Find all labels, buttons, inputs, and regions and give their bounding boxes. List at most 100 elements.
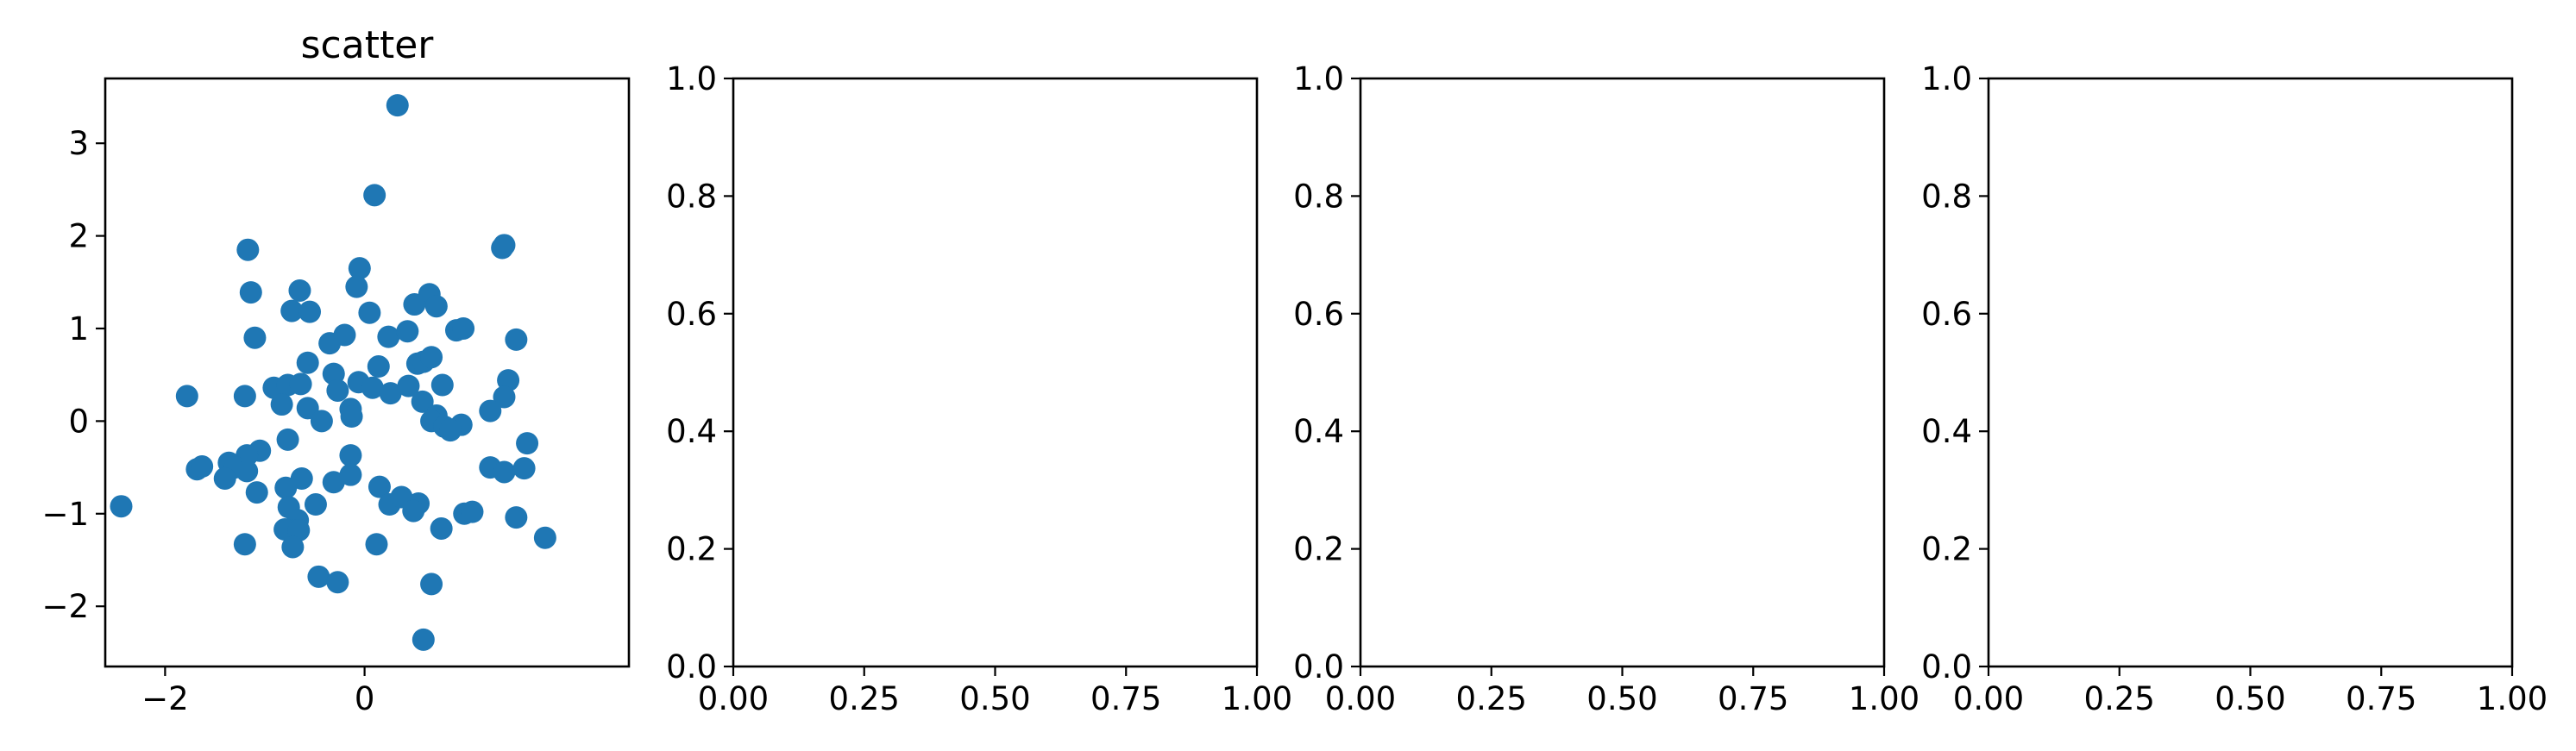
scatter-point <box>479 399 502 422</box>
y-tick-label: 0.2 <box>1293 531 1344 568</box>
x-tick-label: 0.25 <box>1456 680 1527 717</box>
scatter-point <box>288 278 311 302</box>
x-tick-label: 0.25 <box>829 680 900 717</box>
scatter-point <box>289 372 312 396</box>
scatter-point <box>430 373 454 397</box>
y-tick-label: 0 <box>68 403 89 440</box>
subplot-4: 0.00 0.25 0.50 0.75 1.00 0.0 0.2 0.4 0.6 0.8 1.0 <box>1921 60 2548 717</box>
scatter-point <box>397 374 420 397</box>
scatter-point <box>516 432 539 455</box>
y-tick-label: 0.8 <box>666 178 717 215</box>
scatter-point <box>461 500 484 523</box>
scatter-point <box>491 236 514 260</box>
scatter-point <box>377 325 400 348</box>
y-tick-label: 1.0 <box>1293 60 1344 97</box>
scatter-point <box>386 94 409 117</box>
scatter-point <box>493 460 516 484</box>
scatter-point <box>191 455 214 479</box>
scatter-point <box>358 301 381 324</box>
y-tick-label: 0.4 <box>1921 413 1972 450</box>
scatter-point <box>280 299 304 322</box>
x-tick-label: 1.00 <box>1849 680 1919 717</box>
y-tick-label: 0.0 <box>666 648 717 685</box>
x-tick-label: 0.50 <box>2215 680 2285 717</box>
x-tick-label: 0.75 <box>1090 680 1161 717</box>
axes-frame <box>104 77 631 668</box>
scatter-point <box>439 419 462 442</box>
y-tick-label: −2 <box>41 588 89 625</box>
y-tick-label: 3 <box>68 125 89 162</box>
scatter-point <box>452 316 475 340</box>
scatter-point <box>379 382 402 405</box>
scatter-point <box>245 481 268 504</box>
scatter-point <box>403 293 426 316</box>
scatter-point <box>175 385 198 408</box>
x-tick-label: 0.75 <box>1718 680 1788 717</box>
y-tick-label: 0.0 <box>1293 648 1344 685</box>
scatter-point <box>326 571 349 594</box>
y-tick-label: 0.6 <box>1293 296 1344 333</box>
scatter-point <box>361 376 384 399</box>
scatter-point <box>322 471 345 494</box>
y-tick-label: 0.2 <box>666 531 717 568</box>
scatter-point <box>512 457 536 480</box>
scatter-point <box>339 444 362 467</box>
scatter-point <box>281 535 305 559</box>
y-tick-label: 0.2 <box>1921 531 1972 568</box>
scatter-point <box>365 533 388 556</box>
scatter-point <box>368 475 391 498</box>
scatter-point <box>493 385 516 409</box>
x-tick-label: 0.50 <box>1586 680 1657 717</box>
y-tick-label: 0.0 <box>1921 648 1972 685</box>
scatter-point <box>333 323 356 347</box>
subplot-title: scatter <box>301 23 435 67</box>
x-tick-label: 0.00 <box>1953 680 2024 717</box>
scatter-point <box>276 428 299 451</box>
scatter-point <box>270 393 293 416</box>
scatter-point <box>310 410 333 433</box>
y-tick-label: 0.8 <box>1293 178 1344 215</box>
scatter-point <box>402 499 425 523</box>
y-tick-label: 1.0 <box>1921 60 1972 97</box>
scatter-point <box>298 300 322 323</box>
scatter-point <box>339 463 362 486</box>
y-tick-label: −1 <box>41 496 89 533</box>
scatter-point <box>396 320 419 343</box>
scatter-point <box>236 238 260 261</box>
x-tick-label: −2 <box>141 680 189 717</box>
x-tick-label: 0 <box>355 680 375 717</box>
y-tick-label: 0.6 <box>666 296 717 333</box>
x-tick-label: 0.75 <box>2346 680 2416 717</box>
y-tick-label: 0.6 <box>1921 296 1972 333</box>
scatter-point <box>274 476 298 499</box>
subplot-3: 0.00 0.25 0.50 0.75 1.00 0.0 0.2 0.4 0.6 0.8 1.0 <box>1293 60 1919 717</box>
scatter-point <box>412 628 435 651</box>
x-tick-label: 0.25 <box>2084 680 2155 717</box>
scatter-point <box>340 405 363 429</box>
scatter-point <box>367 355 390 379</box>
scatter-point <box>307 565 330 588</box>
scatter-point <box>505 506 528 529</box>
y-tick-label: 2 <box>68 218 89 255</box>
subplot-2: 0.00 0.25 0.50 0.75 1.00 0.0 0.2 0.4 0.6 0.8 1.0 <box>666 60 1292 717</box>
y-tick-label: 0.4 <box>1293 413 1344 450</box>
x-tick-label: 0.00 <box>698 680 769 717</box>
subplot-1: −2 0 −2 −1 0 1 2 3 scatter <box>41 23 631 717</box>
scatter-point <box>326 379 349 402</box>
x-tick-label: 0.50 <box>959 680 1030 717</box>
scatter-point <box>304 493 327 516</box>
scatter-point <box>345 275 368 298</box>
scatter-point <box>233 533 256 556</box>
scatter-point <box>430 516 453 540</box>
scatter-point <box>213 466 236 490</box>
scatter-point <box>239 281 262 304</box>
y-tick-label: 1 <box>68 310 89 347</box>
scatter-point <box>505 328 528 351</box>
scatter-point <box>110 495 133 518</box>
axes-frame <box>1987 77 2514 668</box>
scatter-point <box>243 326 267 349</box>
scatter-point <box>296 351 319 374</box>
scatter-point <box>233 385 256 408</box>
x-tick-label: 1.00 <box>1222 680 1292 717</box>
